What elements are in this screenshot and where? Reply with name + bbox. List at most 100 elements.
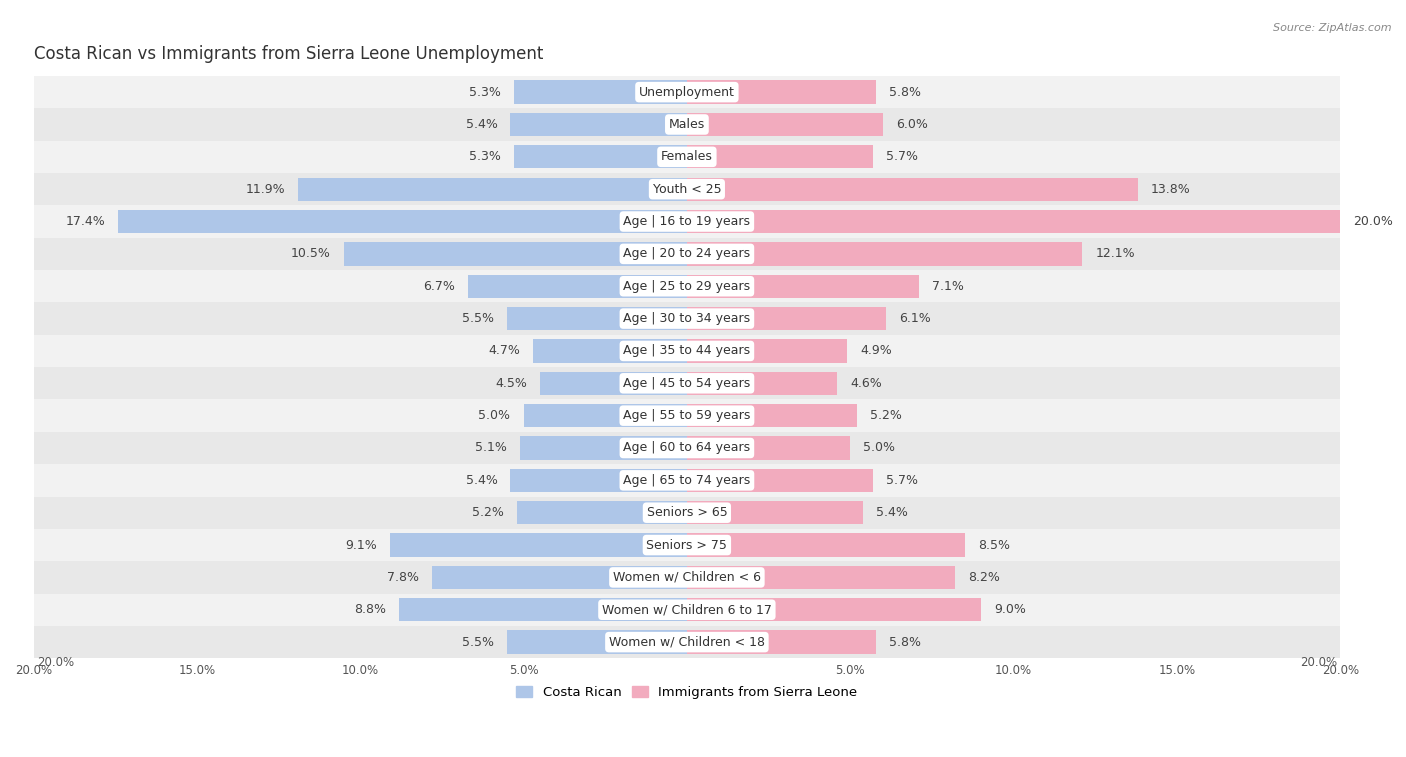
Bar [34,108,1340,141]
Bar [34,497,1340,529]
Text: 20.0%: 20.0% [1299,656,1337,668]
Text: 5.8%: 5.8% [890,636,921,649]
Bar [432,565,688,589]
Text: 13.8%: 13.8% [1150,182,1191,195]
Bar [118,210,688,233]
Bar [34,529,1340,561]
Text: Source: ZipAtlas.com: Source: ZipAtlas.com [1274,23,1392,33]
Bar [34,76,1340,108]
Text: 7.1%: 7.1% [932,280,963,293]
Text: 5.5%: 5.5% [463,636,494,649]
Text: Age | 45 to 54 years: Age | 45 to 54 years [623,377,751,390]
Text: 5.4%: 5.4% [465,474,498,487]
Text: 10.5%: 10.5% [291,248,330,260]
Bar [688,372,837,395]
Text: 8.8%: 8.8% [354,603,387,616]
Bar [688,113,883,136]
Text: 5.7%: 5.7% [886,151,918,164]
Text: Age | 25 to 29 years: Age | 25 to 29 years [623,280,751,293]
Text: Age | 60 to 64 years: Age | 60 to 64 years [623,441,751,454]
Bar [34,205,1340,238]
Text: 5.3%: 5.3% [468,151,501,164]
Text: Males: Males [669,118,704,131]
Bar [508,307,688,330]
Text: 4.9%: 4.9% [860,344,891,357]
Text: 5.5%: 5.5% [463,312,494,325]
Text: Unemployment: Unemployment [638,86,735,98]
Text: 20.0%: 20.0% [37,656,75,668]
Text: 11.9%: 11.9% [246,182,285,195]
Text: 9.0%: 9.0% [994,603,1026,616]
Text: 7.8%: 7.8% [387,571,419,584]
Bar [34,593,1340,626]
Text: Age | 55 to 59 years: Age | 55 to 59 years [623,409,751,422]
Text: Women w/ Children < 6: Women w/ Children < 6 [613,571,761,584]
Text: Seniors > 65: Seniors > 65 [647,506,727,519]
Bar [34,464,1340,497]
Bar [34,561,1340,593]
Bar [688,275,920,298]
Text: 5.8%: 5.8% [890,86,921,98]
Bar [688,404,856,427]
Text: 5.3%: 5.3% [468,86,501,98]
Text: Seniors > 75: Seniors > 75 [647,538,727,552]
Text: 17.4%: 17.4% [66,215,105,228]
Bar [540,372,688,395]
Bar [34,238,1340,270]
Bar [688,80,876,104]
Bar [688,339,846,363]
Text: Age | 20 to 24 years: Age | 20 to 24 years [623,248,751,260]
Text: Age | 35 to 44 years: Age | 35 to 44 years [623,344,751,357]
Text: Age | 30 to 34 years: Age | 30 to 34 years [623,312,751,325]
Text: 5.1%: 5.1% [475,441,508,454]
Text: Females: Females [661,151,713,164]
Text: 9.1%: 9.1% [344,538,377,552]
Bar [688,534,965,556]
Bar [34,431,1340,464]
Text: 6.0%: 6.0% [896,118,928,131]
Bar [34,173,1340,205]
Bar [34,141,1340,173]
Bar [344,242,688,266]
Text: 5.7%: 5.7% [886,474,918,487]
Bar [688,436,851,459]
Text: Women w/ Children 6 to 17: Women w/ Children 6 to 17 [602,603,772,616]
Bar [688,565,955,589]
Bar [34,302,1340,335]
Bar [688,210,1340,233]
Bar [34,270,1340,302]
Bar [688,631,876,654]
Bar [688,242,1083,266]
Bar [508,631,688,654]
Bar [688,178,1137,201]
Bar [510,113,688,136]
Bar [513,80,688,104]
Text: 5.0%: 5.0% [478,409,510,422]
Bar [520,436,688,459]
Bar [688,307,886,330]
Bar [298,178,688,201]
Bar [34,335,1340,367]
Bar [399,598,688,621]
Text: 6.1%: 6.1% [900,312,931,325]
Bar [688,598,981,621]
Text: 5.2%: 5.2% [870,409,901,422]
Bar [34,400,1340,431]
Bar [688,145,873,169]
Bar [513,145,688,169]
Bar [510,469,688,492]
Text: 8.2%: 8.2% [967,571,1000,584]
Bar [34,367,1340,400]
Bar [34,626,1340,659]
Text: Costa Rican vs Immigrants from Sierra Leone Unemployment: Costa Rican vs Immigrants from Sierra Le… [34,45,543,64]
Text: 5.2%: 5.2% [472,506,503,519]
Text: 8.5%: 8.5% [977,538,1010,552]
Text: 6.7%: 6.7% [423,280,456,293]
Text: Age | 16 to 19 years: Age | 16 to 19 years [623,215,751,228]
Text: 5.0%: 5.0% [863,441,896,454]
Text: 12.1%: 12.1% [1095,248,1135,260]
Bar [688,501,863,525]
Legend: Costa Rican, Immigrants from Sierra Leone: Costa Rican, Immigrants from Sierra Leon… [510,681,863,704]
Text: 5.4%: 5.4% [465,118,498,131]
Text: 5.4%: 5.4% [876,506,908,519]
